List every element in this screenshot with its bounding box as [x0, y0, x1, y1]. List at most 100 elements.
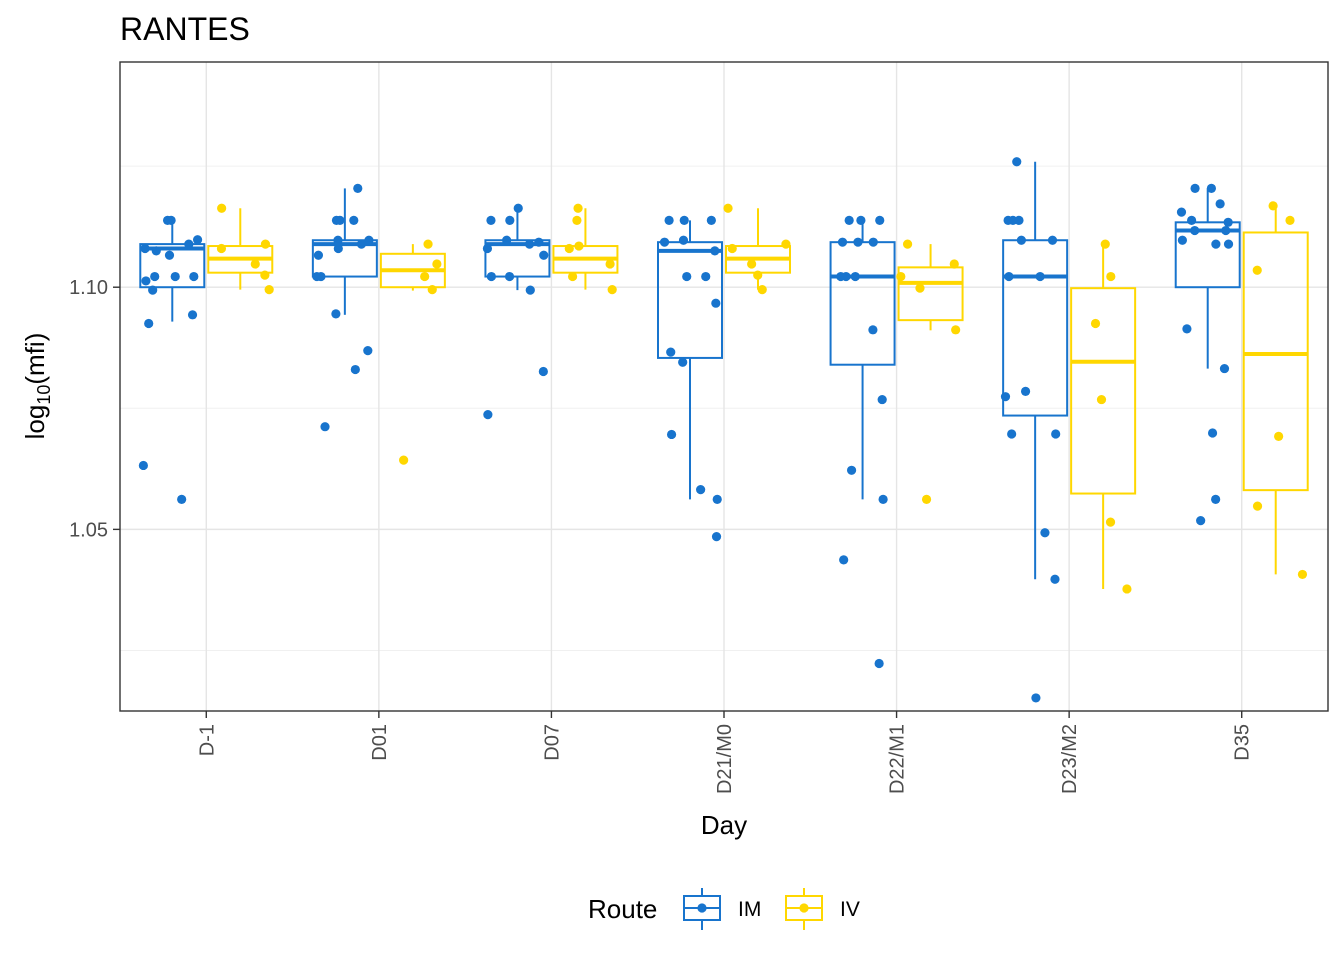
box-iqr [1070, 287, 1137, 495]
data-point-im [504, 271, 515, 282]
data-point-im [356, 239, 367, 249]
y-tick-label: 1.10 [69, 277, 108, 299]
data-point-im [331, 309, 341, 319]
data-point-im [837, 237, 848, 247]
data-point-im [331, 215, 342, 225]
box-im-d22-m1 [829, 220, 896, 500]
box-im-d01 [311, 188, 378, 315]
data-point-im [878, 494, 888, 504]
data-point-im [1223, 217, 1233, 227]
data-point-iv [1105, 517, 1116, 527]
legend-label-im: IM [738, 898, 761, 921]
data-point-im [486, 215, 496, 225]
data-point-im [682, 271, 692, 282]
data-point-iv [902, 239, 913, 249]
data-point-iv [753, 270, 763, 280]
data-point-im [1047, 235, 1058, 245]
data-point-im [844, 215, 854, 225]
data-point-im [659, 237, 670, 247]
data-point-im [839, 555, 849, 565]
data-point-im [320, 422, 330, 432]
data-point-im [836, 271, 846, 282]
data-point-iv [264, 285, 274, 295]
data-point-im [1040, 528, 1050, 538]
x-tick-label: D-1 [196, 724, 218, 756]
data-point-im [712, 494, 722, 504]
data-point-im [502, 235, 512, 245]
data-point-iv [1106, 271, 1116, 282]
data-point-im [313, 250, 324, 260]
data-point-iv [260, 270, 270, 280]
data-point-iv [420, 271, 430, 282]
data-point-im [678, 357, 688, 367]
data-point-im [1206, 183, 1216, 194]
data-point-im [710, 246, 720, 256]
data-point-iv [423, 239, 433, 249]
data-point-im [524, 239, 535, 249]
data-point-im [333, 235, 343, 245]
legend-key-point [799, 903, 809, 913]
y-tick-label: 1.05 [69, 519, 108, 541]
data-point-iv [564, 243, 574, 254]
data-point-iv [427, 285, 437, 295]
data-point-iv [1268, 201, 1278, 211]
box-iqr [1174, 221, 1241, 289]
data-point-im [846, 465, 857, 475]
data-point-im [513, 203, 523, 213]
data-point-iv [1096, 394, 1107, 405]
data-point-im [1051, 429, 1061, 439]
box-iqr [829, 241, 896, 366]
data-point-iv [949, 259, 959, 269]
data-point-im [711, 532, 722, 542]
data-point-iv [747, 259, 757, 269]
data-point-iv [217, 203, 227, 213]
data-point-im [353, 183, 363, 194]
data-point-im [664, 215, 674, 225]
data-point-iv [250, 259, 260, 269]
data-point-im [1223, 239, 1234, 249]
data-point-iv [605, 259, 615, 269]
major-gridlines [120, 62, 1328, 711]
box-iqr [139, 243, 206, 289]
data-point-iv [607, 285, 617, 295]
box-iv-d07 [552, 208, 619, 290]
data-point-iv [896, 271, 906, 282]
x-axis: D-1 D01 D07 D21/M0 D22/M1 D23/M2 D35 [196, 711, 1254, 794]
data-point-im [364, 235, 374, 245]
data-point-im [1207, 428, 1218, 438]
data-point-im [850, 271, 860, 282]
data-point-im [1050, 574, 1060, 584]
box-iv-d-1 [207, 208, 274, 290]
boxplot-boxes [139, 161, 1309, 589]
data-point-im [1035, 271, 1045, 282]
x-tick-label: D35 [1232, 724, 1254, 761]
data-point-im [151, 246, 161, 256]
x-axis-title: Day [701, 810, 747, 840]
data-point-im [486, 271, 496, 282]
data-point-iv [951, 325, 961, 335]
data-point-im [189, 271, 199, 282]
data-point-im [525, 285, 535, 295]
data-point-im [534, 237, 544, 247]
data-point-im [138, 460, 148, 471]
data-point-im [1003, 215, 1013, 225]
legend-key-iv: IV [785, 888, 860, 930]
legend-key-point [697, 903, 707, 913]
box-im-d35 [1174, 188, 1241, 369]
data-point-im [539, 250, 549, 260]
data-point-im [701, 271, 711, 282]
data-point-iv [1285, 215, 1295, 225]
data-point-im [148, 285, 158, 295]
legend-key-im: IM [683, 888, 761, 930]
y-axis-title: log10(mfi) [20, 333, 54, 440]
box-im-d-1 [139, 220, 206, 322]
data-point-im [505, 215, 515, 225]
data-point-iv [432, 259, 442, 269]
data-point-im [1190, 183, 1200, 194]
data-point-iv [915, 283, 925, 293]
box-im-d21-m0 [657, 220, 723, 500]
data-point-im [1182, 324, 1192, 334]
data-point-iv [1274, 431, 1284, 441]
data-point-im [1215, 199, 1225, 209]
data-point-iv [1252, 501, 1263, 511]
